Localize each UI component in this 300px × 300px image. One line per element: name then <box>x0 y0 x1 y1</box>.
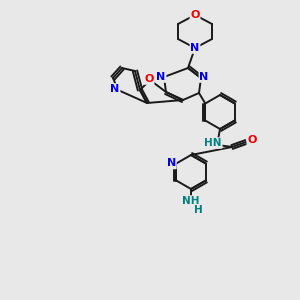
Text: HN: HN <box>204 138 222 148</box>
Text: NH: NH <box>182 196 200 206</box>
Text: N: N <box>167 158 176 169</box>
Text: O: O <box>247 135 257 145</box>
Text: N: N <box>110 84 120 94</box>
Text: N: N <box>190 43 200 53</box>
Text: N: N <box>200 72 208 82</box>
Text: O: O <box>144 74 154 84</box>
Text: O: O <box>190 10 200 20</box>
Text: H: H <box>194 205 202 215</box>
Text: N: N <box>156 72 166 82</box>
